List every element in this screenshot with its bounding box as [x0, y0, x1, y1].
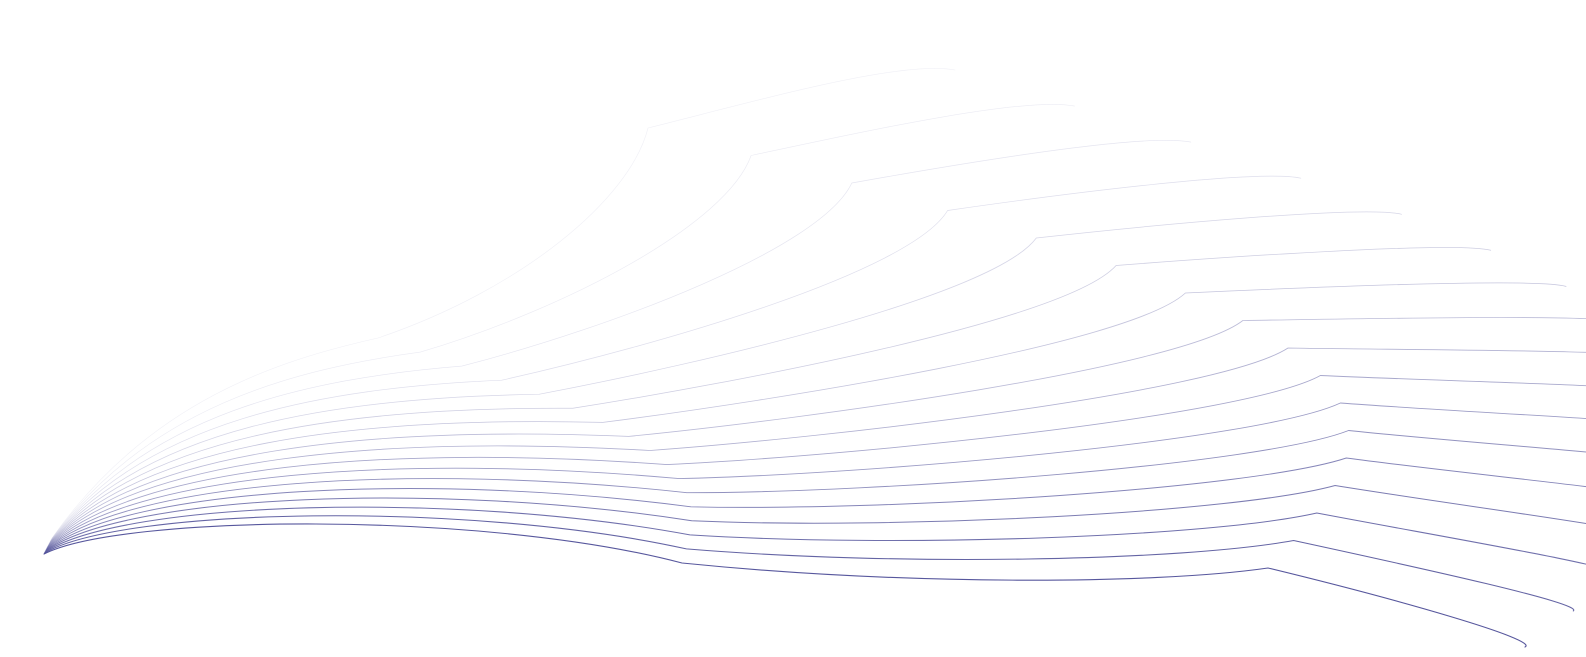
fan-curve-17	[43, 523, 1527, 648]
fan-curve-14	[44, 484, 1586, 552]
fan-curve-15	[44, 506, 1586, 565]
fan-curve-10	[47, 375, 1586, 548]
fan-curve-13	[45, 457, 1586, 551]
fan-curve-12	[46, 430, 1586, 550]
fan-curve-5	[49, 211, 1402, 543]
fan-curve-7	[48, 282, 1567, 545]
fan-curve-2	[51, 104, 1075, 540]
fan-curve-6	[49, 247, 1492, 544]
fan-curve-11	[46, 402, 1586, 549]
fan-curve-1	[51, 68, 956, 539]
fan-curve-9	[47, 347, 1586, 547]
fan-curve-3	[50, 139, 1192, 541]
fan-curve-8	[48, 317, 1586, 546]
fan-curve-4	[50, 175, 1302, 542]
fan-curve-16	[43, 515, 1575, 612]
